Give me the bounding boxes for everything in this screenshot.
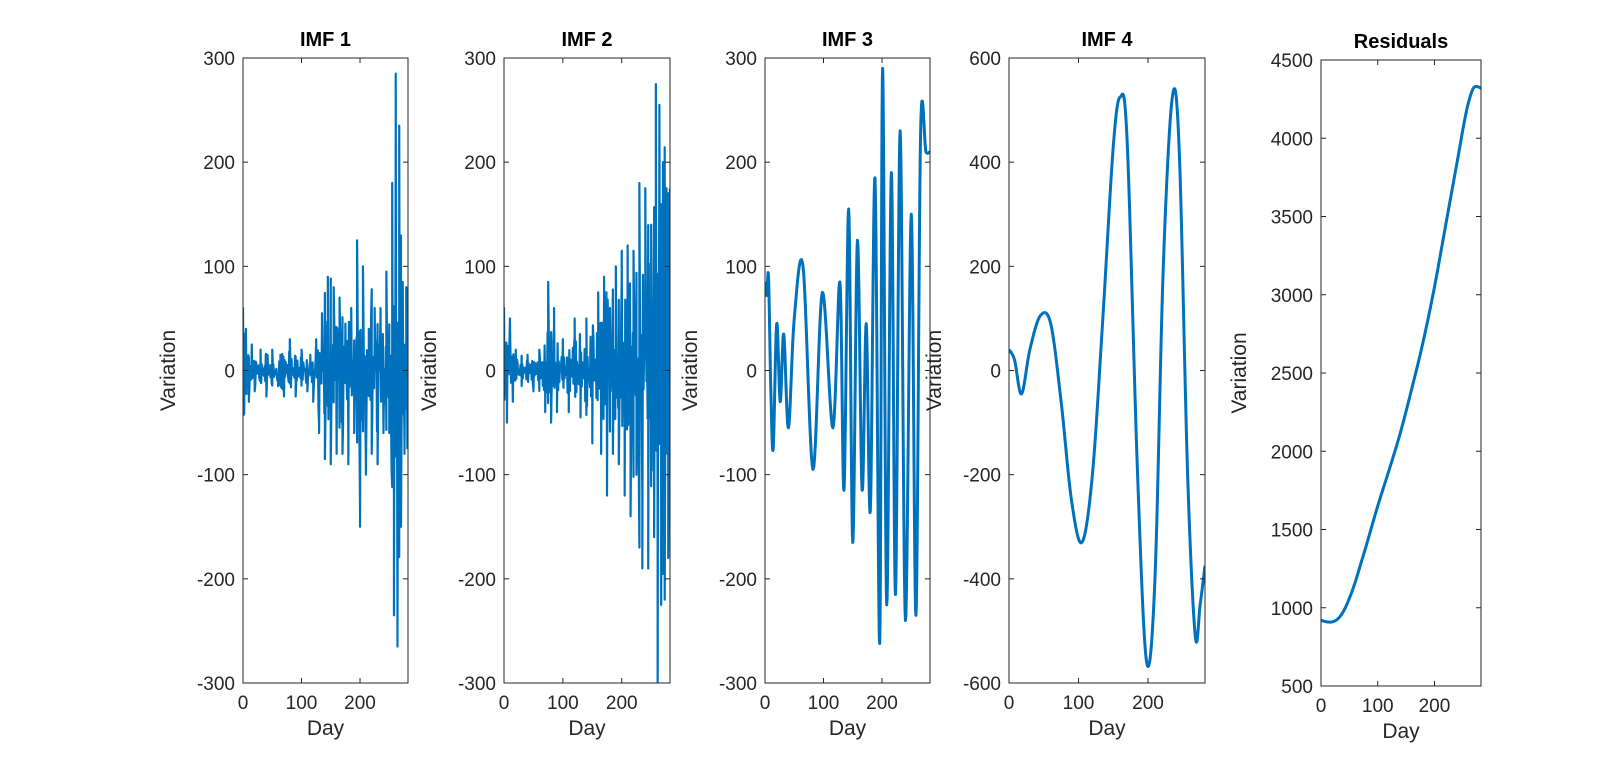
panel-5: 500 1000 1500 2000 2500 3000 3500 4000 4500 0 100 2… [1228, 31, 1482, 743]
x-tick-label: 100 [808, 693, 840, 714]
y-tick-label: 200 [464, 153, 496, 174]
y-axis-label: Variation [1228, 332, 1251, 413]
y-axis-label: Variation [679, 330, 702, 411]
panel-title: IMF 1 [300, 29, 351, 51]
x-tick-label: 200 [1132, 693, 1164, 714]
y-tick-label: 0 [224, 362, 235, 383]
y-tick-label: -200 [197, 570, 235, 591]
y-tick-label: -300 [197, 674, 235, 695]
series-line [504, 82, 670, 683]
x-tick-label: 200 [866, 693, 898, 714]
y-tick-label: -100 [197, 466, 235, 487]
x-tick-label: 100 [286, 693, 318, 714]
y-tick-label: 3000 [1271, 286, 1313, 307]
y-tick-label: 2000 [1271, 442, 1313, 463]
series-line [765, 66, 930, 645]
y-tick-label: 400 [969, 153, 1001, 174]
series-line [1009, 87, 1205, 669]
x-tick-label: 200 [606, 693, 638, 714]
panel-title: IMF 2 [561, 29, 612, 51]
y-axis-label: Variation [923, 330, 946, 411]
y-tick-label: 100 [203, 257, 235, 278]
x-tick-label: 0 [1316, 696, 1327, 717]
panel-title: Residuals [1354, 31, 1448, 53]
x-axis-label: Day [1382, 720, 1420, 743]
y-tick-label: 300 [203, 49, 235, 70]
panel-title: IMF 3 [822, 29, 873, 51]
x-axis-label: Day [829, 717, 867, 740]
series-line [1321, 84, 1481, 624]
y-tick-label: 100 [725, 257, 757, 278]
y-tick-label: 3500 [1271, 208, 1313, 229]
y-tick-label: -200 [963, 466, 1001, 487]
x-tick-label: 200 [1419, 696, 1451, 717]
y-tick-label: 500 [1281, 677, 1313, 698]
y-tick-label: 200 [969, 257, 1001, 278]
y-tick-label: -100 [458, 466, 496, 487]
y-axis-label: Variation [157, 330, 180, 411]
y-tick-label: -100 [719, 466, 757, 487]
x-axis-label: Day [307, 717, 345, 740]
y-tick-label: -200 [458, 570, 496, 591]
x-tick-label: 0 [1004, 693, 1015, 714]
panel-3: -300 -200 -100 0 100 200 300 0 100 200 IMF 3 Day Var… [679, 29, 931, 740]
y-tick-label: 1000 [1271, 599, 1313, 620]
x-axis-label: Day [1088, 717, 1126, 740]
y-tick-label: 200 [203, 153, 235, 174]
x-tick-label: 100 [1063, 693, 1095, 714]
y-tick-label: 0 [990, 362, 1001, 383]
y-tick-label: 100 [464, 257, 496, 278]
panel-title: IMF 4 [1081, 29, 1133, 51]
x-tick-label: 0 [499, 693, 510, 714]
x-tick-label: 0 [760, 693, 771, 714]
series-line [243, 72, 408, 648]
y-tick-label: -400 [963, 570, 1001, 591]
y-tick-label: 300 [464, 49, 496, 70]
y-tick-label: 0 [746, 362, 757, 383]
y-tick-label: 300 [725, 49, 757, 70]
panel-1: -300 -200 -100 0 100 200 300 0 100 200 IMF 1 Day Var… [157, 29, 409, 740]
y-axis-label: Variation [418, 330, 441, 411]
y-tick-label: -300 [719, 674, 757, 695]
y-tick-label: -300 [458, 674, 496, 695]
y-tick-label: 600 [969, 49, 1001, 70]
y-tick-label: 4000 [1271, 129, 1313, 150]
y-tick-label: -600 [963, 674, 1001, 695]
panel-4: -600 -400 -200 0 200 400 600 0 100 200 IMF 4 Day Var… [923, 29, 1206, 740]
y-tick-label: -200 [719, 570, 757, 591]
panel-2: -300 -200 -100 0 100 200 300 0 100 200 IMF 2 Day Var… [418, 29, 671, 740]
y-tick-label: 4500 [1271, 51, 1313, 72]
y-tick-label: 1500 [1271, 521, 1313, 542]
x-tick-label: 100 [1362, 696, 1394, 717]
x-tick-label: 200 [344, 693, 376, 714]
x-tick-label: 100 [547, 693, 579, 714]
x-axis-label: Day [568, 717, 606, 740]
y-tick-label: 2500 [1271, 364, 1313, 385]
y-tick-label: 0 [485, 362, 496, 383]
y-tick-label: 200 [725, 153, 757, 174]
x-tick-label: 0 [238, 693, 249, 714]
